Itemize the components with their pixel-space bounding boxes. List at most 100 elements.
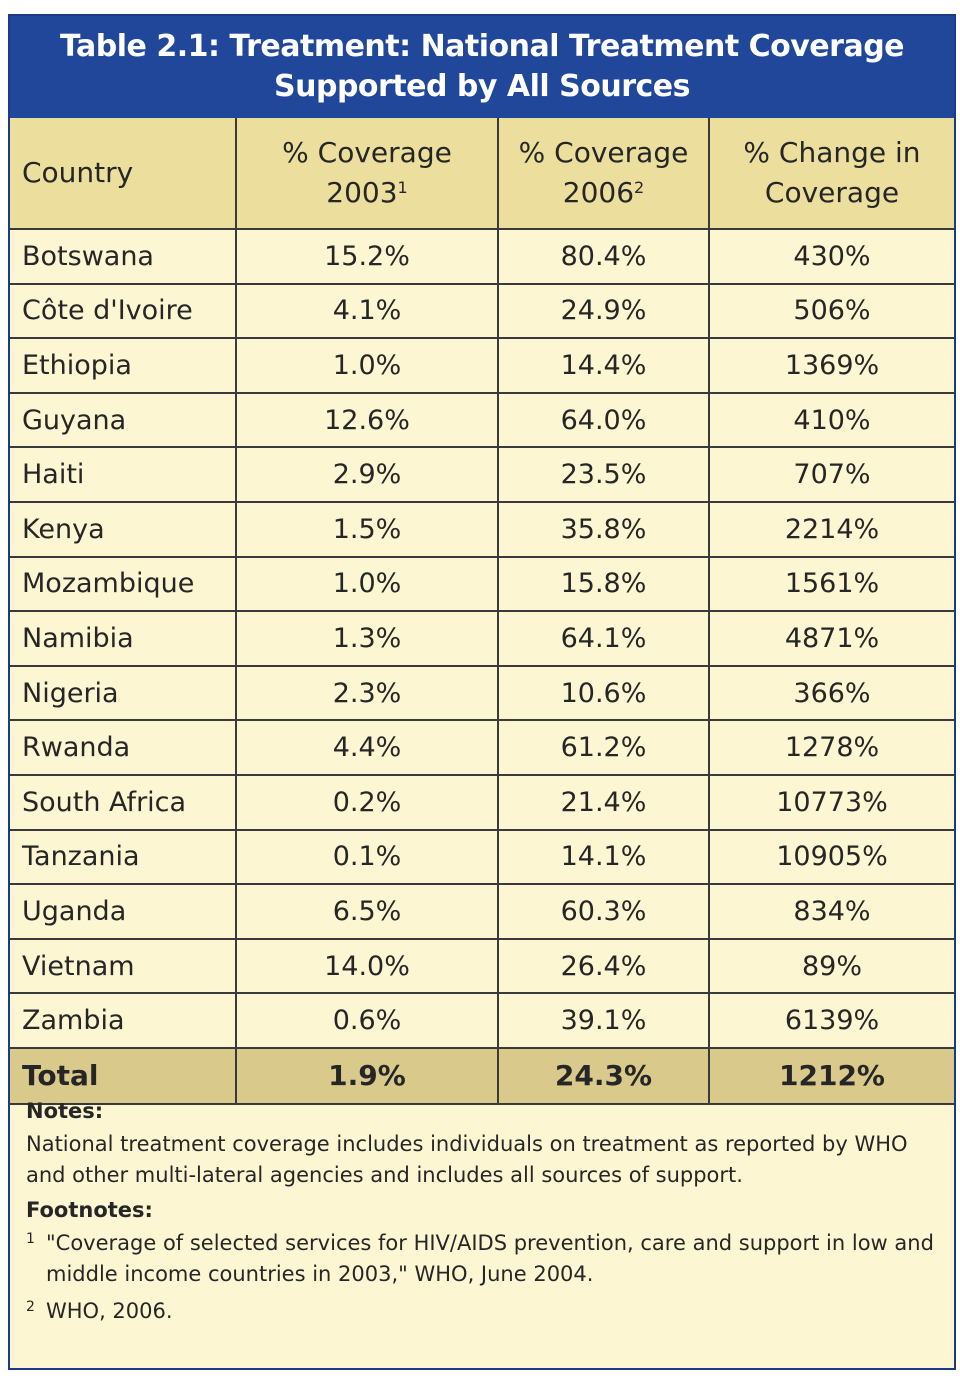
header-change-line-2: Coverage [764,176,900,209]
cell-country: Namibia [10,610,237,667]
table-title: Table 2.1: Treatment: National Treatment… [10,16,954,118]
cell-coverage-2003: 2.3% [235,664,499,722]
header-coverage-2003: % Coverage 20031 [235,118,499,230]
footnote-ref-1: 1 [397,178,408,197]
cell-coverage-2006: 80.4% [497,228,710,285]
cell-coverage-2006: 64.0% [497,391,710,449]
cell-change: 430% [708,228,954,285]
total-coverage-2003: 1.9% [235,1046,499,1105]
header-row: Country % Coverage 20031 % Coverage 2006… [10,118,954,230]
cell-change: 10905% [708,828,954,886]
cell-coverage-2003: 4.1% [235,282,499,340]
footnote-item: 1 "Coverage of selected services for HIV… [26,1228,938,1290]
cell-coverage-2006: 24.9% [497,282,710,340]
table-row: Nigeria 2.3% 10.6% 366% [10,664,954,722]
header-coverage-2006-line-1: % Coverage [518,136,689,169]
header-change: % Change in Coverage [708,118,954,230]
cell-coverage-2006: 64.1% [497,610,710,667]
cell-coverage-2003: 1.3% [235,610,499,667]
cell-change: 89% [708,937,954,995]
table-row: Kenya 1.5% 35.8% 2214% [10,500,954,558]
cell-change: 1278% [708,719,954,776]
cell-coverage-2003: 1.0% [235,555,499,613]
cell-coverage-2006: 35.8% [497,500,710,558]
cell-change: 1369% [708,337,954,394]
cell-country: Kenya [10,500,237,558]
table-title-line-2: Supported by All Sources [274,69,690,104]
cell-country: Zambia [10,992,237,1049]
footnotes-heading: Footnotes: [26,1198,153,1222]
total-coverage-2006: 24.3% [497,1046,710,1105]
cell-change: 1561% [708,555,954,613]
cell-change: 506% [708,282,954,340]
cell-coverage-2006: 14.4% [497,337,710,394]
cell-coverage-2003: 0.6% [235,992,499,1049]
notes-text: National treatment coverage includes ind… [26,1132,908,1187]
cell-change: 366% [708,664,954,722]
cell-coverage-2006: 26.4% [497,937,710,995]
table-row: Botswana 15.2% 80.4% 430% [10,228,954,285]
cell-coverage-2006: 39.1% [497,992,710,1049]
cell-country: Tanzania [10,828,237,886]
cell-country: Botswana [10,228,237,285]
coverage-table: Country % Coverage 20031 % Coverage 2006… [10,118,954,1105]
header-country: Country [10,118,237,230]
table-row: Namibia 1.3% 64.1% 4871% [10,610,954,667]
table-title-line-1: Table 2.1: Treatment: National Treatment… [59,29,905,64]
cell-coverage-2006: 61.2% [497,719,710,776]
cell-country: Côte d'Ivoire [10,282,237,340]
total-label: Total [10,1046,237,1105]
footnote-mark: 2 [26,1299,35,1315]
footnote-mark: 1 [26,1231,35,1247]
cell-coverage-2006: 23.5% [497,446,710,503]
cell-coverage-2003: 2.9% [235,446,499,503]
table-row: Tanzania 0.1% 14.1% 10905% [10,828,954,886]
cell-country: Nigeria [10,664,237,722]
cell-coverage-2003: 0.2% [235,773,499,831]
cell-change: 707% [708,446,954,503]
cell-coverage-2006: 21.4% [497,773,710,831]
cell-coverage-2006: 15.8% [497,555,710,613]
cell-coverage-2006: 60.3% [497,883,710,940]
table-row: Vietnam 14.0% 26.4% 89% [10,937,954,995]
header-change-line-1: % Change in [743,136,921,169]
cell-change: 10773% [708,773,954,831]
cell-coverage-2003: 1.5% [235,500,499,558]
cell-coverage-2003: 12.6% [235,391,499,449]
cell-country: Vietnam [10,937,237,995]
notes-section: Notes: National treatment coverage inclu… [26,1096,938,1333]
table-row: Rwanda 4.4% 61.2% 1278% [10,719,954,776]
footnote-text: WHO, 2006. [46,1299,173,1323]
footnote-item: 2 WHO, 2006. [26,1296,938,1327]
cell-country: Haiti [10,446,237,503]
cell-change: 834% [708,883,954,940]
header-coverage-2003-line-1: % Coverage [282,136,452,169]
total-change: 1212% [708,1046,954,1105]
cell-country: Ethiopia [10,337,237,394]
footnote-text: "Coverage of selected services for HIV/A… [46,1231,934,1286]
table-row: Côte d'Ivoire 4.1% 24.9% 506% [10,282,954,340]
cell-country: South Africa [10,773,237,831]
cell-coverage-2003: 14.0% [235,937,499,995]
cell-coverage-2006: 14.1% [497,828,710,886]
total-row: Total 1.9% 24.3% 1212% [10,1046,954,1105]
cell-country: Guyana [10,391,237,449]
table-row: South Africa 0.2% 21.4% 10773% [10,773,954,831]
cell-change: 2214% [708,500,954,558]
cell-coverage-2003: 6.5% [235,883,499,940]
footnote-ref-2: 2 [634,178,645,197]
table-row: Haiti 2.9% 23.5% 707% [10,446,954,503]
header-coverage-2006: % Coverage 20062 [497,118,710,230]
table-row: Mozambique 1.0% 15.8% 1561% [10,555,954,613]
header-coverage-2006-line-2: 2006 [562,176,635,209]
table-row: Uganda 6.5% 60.3% 834% [10,883,954,940]
table-frame: Table 2.1: Treatment: National Treatment… [8,14,956,1370]
cell-change: 410% [708,391,954,449]
header-coverage-2003-line-2: 2003 [326,176,398,209]
cell-coverage-2003: 15.2% [235,228,499,285]
table-row: Guyana 12.6% 64.0% 410% [10,391,954,449]
table-row: Ethiopia 1.0% 14.4% 1369% [10,337,954,394]
table-row: Zambia 0.6% 39.1% 6139% [10,992,954,1049]
table-body: Botswana 15.2% 80.4% 430% Côte d'Ivoire 4.1% 2… [10,228,954,1049]
